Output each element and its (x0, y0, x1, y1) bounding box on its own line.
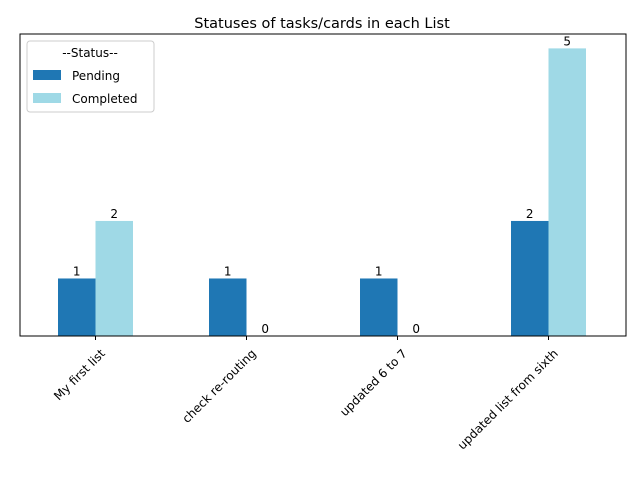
legend-label-completed: Completed (72, 92, 137, 106)
chart-title: Statuses of tasks/cards in each List (194, 16, 450, 32)
data-label-pending-check-re-routing: 1 (224, 264, 232, 278)
x-tick-label: My first list (51, 346, 108, 403)
bar-completed-updated-list-from-sixth (548, 48, 586, 336)
bar-completed-my-first-list (95, 220, 133, 336)
x-tick-label: updated list from sixth (455, 346, 561, 452)
x-axis-ticks: My first list check re-routing updated 6 t… (51, 336, 561, 452)
bar-pending-my-first-list (58, 278, 96, 336)
bar-pending-updated-6-to-7 (360, 278, 398, 336)
legend-swatch-completed (33, 93, 61, 103)
data-label-completed-updated-6-to-7: 0 (412, 322, 420, 336)
legend-label-pending: Pending (72, 69, 120, 83)
plot-area-frame (19, 33, 627, 337)
bar-pending-updated-list-from-sixth (511, 220, 549, 336)
legend-title: --Status-- (62, 46, 118, 60)
x-tick-label: check re-routing (179, 346, 258, 425)
data-labels-group: 1 2 1 0 1 0 2 5 (73, 34, 571, 336)
bars-group (58, 48, 586, 336)
bar-pending-check-re-routing (209, 278, 247, 336)
x-tick-label: updated 6 to 7 (337, 346, 410, 419)
legend-swatch-pending (33, 70, 61, 80)
data-label-completed-updated-list-from-sixth: 5 (563, 34, 571, 48)
data-label-completed-my-first-list: 2 (110, 207, 118, 221)
data-label-pending-updated-list-from-sixth: 2 (526, 207, 534, 221)
legend: --Status-- Pending Completed (26, 40, 155, 113)
data-label-pending-updated-6-to-7: 1 (375, 264, 383, 278)
data-label-completed-check-re-routing: 0 (261, 322, 269, 336)
data-label-pending-my-first-list: 1 (73, 264, 81, 278)
